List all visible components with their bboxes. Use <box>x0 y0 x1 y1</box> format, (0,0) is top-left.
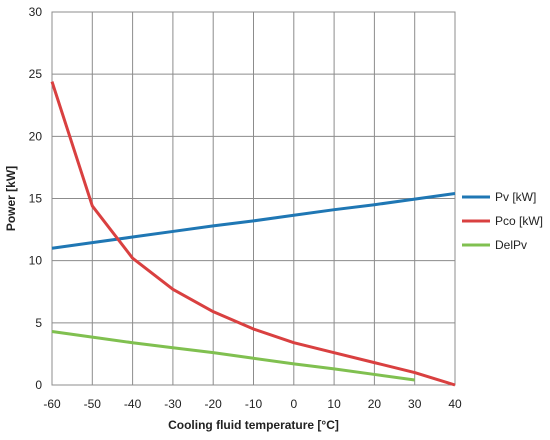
x-tick-label: 30 <box>408 397 422 411</box>
plot-border <box>51 11 456 386</box>
x-tick-label: -10 <box>245 397 263 411</box>
x-axis-title: Cooling fluid temperature [°C] <box>168 418 339 432</box>
y-tick-label: 5 <box>35 316 42 330</box>
y-axis-title: Power [kW] <box>4 166 18 231</box>
x-tick-label: -20 <box>205 397 223 411</box>
y-tick-label: 15 <box>29 192 43 206</box>
y-tick-label: 30 <box>29 5 43 19</box>
x-tick-label: -30 <box>164 397 182 411</box>
y-tick-label: 20 <box>29 129 43 143</box>
x-tick-label: -40 <box>124 397 142 411</box>
series-line-3 <box>51 330 415 382</box>
x-tick-label: 10 <box>327 397 341 411</box>
legend-label: Pco [kW] <box>495 214 543 228</box>
y-tick-label: 0 <box>35 378 42 392</box>
y-tick-labels: 0 5 10 15 20 25 30 <box>29 5 43 392</box>
series-lines <box>50 81 456 387</box>
y-tick-label: 10 <box>29 254 43 268</box>
x-tick-label: 20 <box>368 397 382 411</box>
plot-frame <box>51 11 456 386</box>
x-tick-label: 40 <box>448 397 462 411</box>
y-tick-label: 25 <box>29 67 43 81</box>
x-tick-label: 0 <box>290 397 297 411</box>
legend-label: Pv [kW] <box>495 190 536 204</box>
x-tick-label: -60 <box>43 397 61 411</box>
x-tick-labels: -60 -50 -40 -30 -20 -10 0 10 20 30 40 <box>43 397 462 411</box>
series-line-2 <box>50 81 456 387</box>
legend: Pv [kW] Pco [kW] DelPv <box>462 190 543 252</box>
x-tick-label: -50 <box>84 397 102 411</box>
legend-label: DelPv <box>495 238 527 252</box>
